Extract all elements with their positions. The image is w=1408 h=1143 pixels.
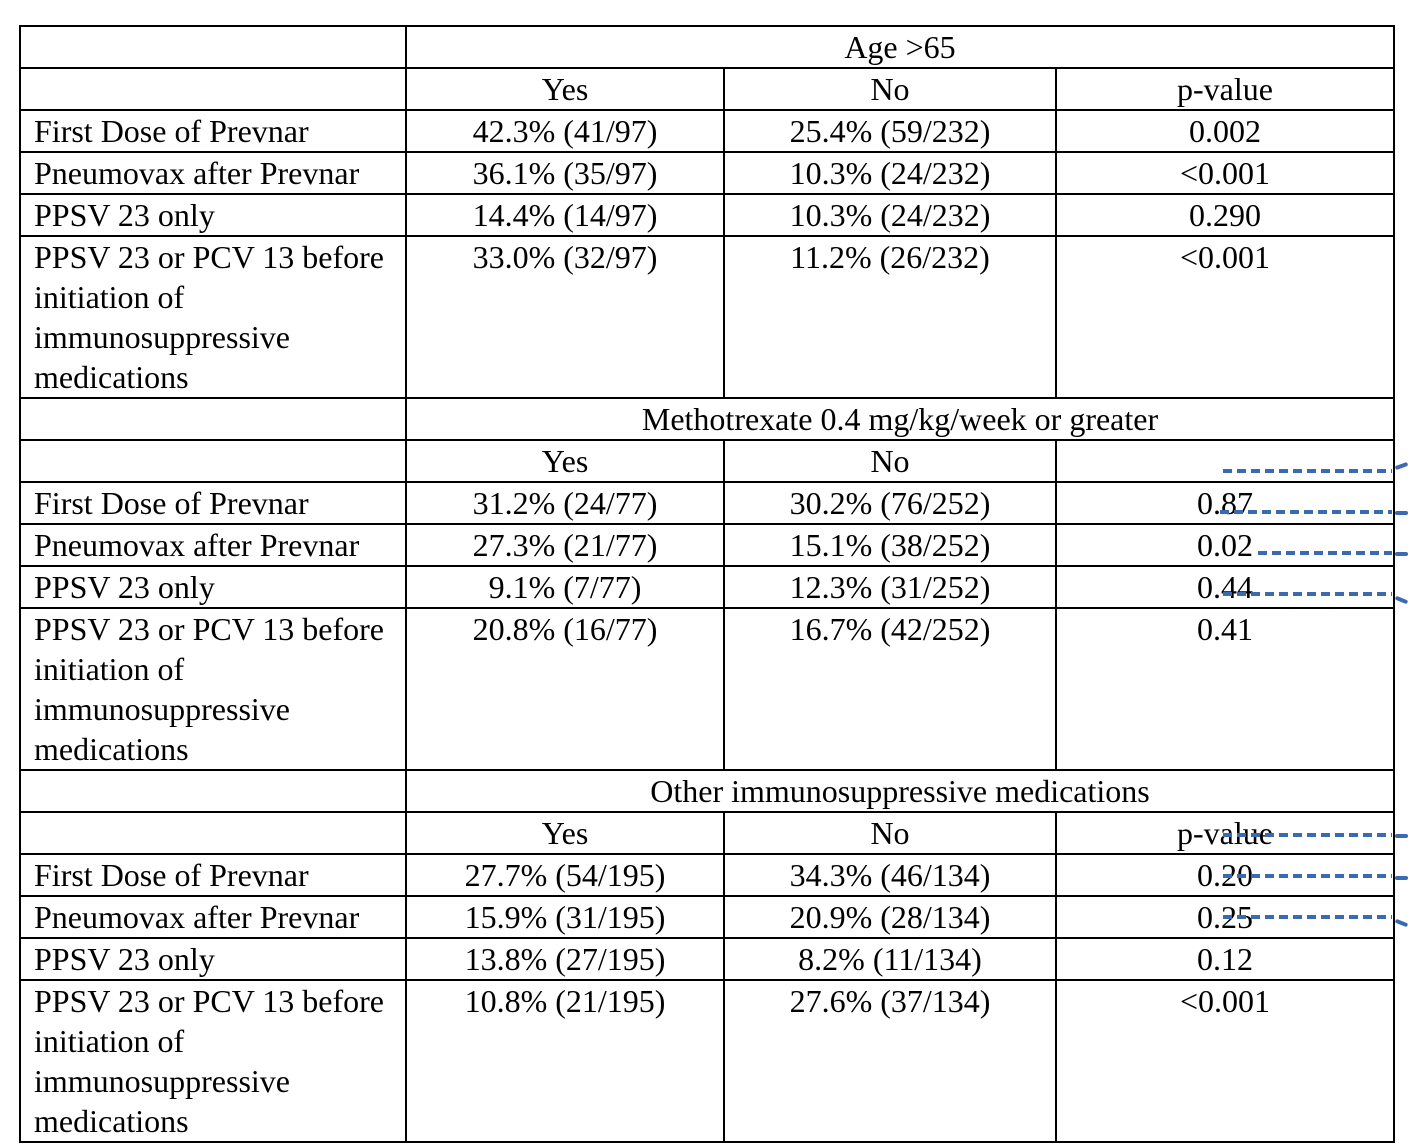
col-header-yes: Yes [405,67,725,111]
section-title-row: Other immunosuppressive medications [19,769,1395,813]
comment-leader-line [1395,552,1408,556]
row-label: Pneumovax after Prevnar [19,151,407,195]
no-value: 15.1% (38/252) [723,523,1057,567]
table-row: Pneumovax after Prevnar 36.1% (35/97) 10… [19,151,1395,195]
no-value: 16.7% (42/252) [723,607,1057,771]
section-title-row: Methotrexate 0.4 mg/kg/week or greater [19,397,1395,441]
col-header-empty [1055,439,1395,483]
table-row: First Dose of Prevnar 27.7% (54/195) 34.… [19,853,1395,897]
col-header-no: No [723,439,1057,483]
comment-leader-line [1395,511,1408,515]
comment-leader-line [1394,461,1408,471]
empty-cell [19,769,407,813]
comment-leader-line [1223,592,1392,596]
p-value: <0.001 [1055,151,1395,195]
no-value: 34.3% (46/134) [723,853,1057,897]
p-value: 0.87 [1055,481,1395,525]
row-label: PPSV 23 only [19,937,407,981]
p-value: 0.12 [1055,937,1395,981]
p-value: 0.290 [1055,193,1395,237]
col-header-no: No [723,811,1057,855]
row-label: Pneumovax after Prevnar [19,523,407,567]
no-value: 10.3% (24/232) [723,193,1057,237]
yes-value: 13.8% (27/195) [405,937,725,981]
yes-value: 9.1% (7/77) [405,565,725,609]
yes-value: 33.0% (32/97) [405,235,725,399]
yes-value: 15.9% (31/195) [405,895,725,939]
column-header-row: Yes No [19,439,1395,483]
table-row: First Dose of Prevnar 31.2% (24/77) 30.2… [19,481,1395,525]
no-value: 10.3% (24/232) [723,151,1057,195]
section-title: Age >65 [405,25,1395,69]
yes-value: 31.2% (24/77) [405,481,725,525]
comment-leader-line [1223,469,1392,473]
no-value: 30.2% (76/252) [723,481,1057,525]
no-value: 20.9% (28/134) [723,895,1057,939]
row-label: PPSV 23 only [19,565,407,609]
comment-leader-line [1223,833,1392,837]
comment-leader-line [1394,918,1408,928]
p-value: 0.02 [1055,523,1395,567]
table-row: Pneumovax after Prevnar 27.3% (21/77) 15… [19,523,1395,567]
no-value: 25.4% (59/232) [723,109,1057,153]
comment-leader-line [1220,510,1392,514]
row-label: First Dose of Prevnar [19,853,407,897]
comment-leader-line [1223,874,1392,878]
p-value: 0.44 [1055,565,1395,609]
section-title: Other immunosuppressive medications [405,769,1395,813]
column-header-row: Yes No p-value [19,811,1395,855]
col-header-yes: Yes [405,811,725,855]
empty-cell [19,67,407,111]
table-row: First Dose of Prevnar 42.3% (41/97) 25.4… [19,109,1395,153]
empty-cell [19,25,407,69]
no-value: 27.6% (37/134) [723,979,1057,1143]
row-label: First Dose of Prevnar [19,481,407,525]
yes-value: 14.4% (14/97) [405,193,725,237]
col-header-yes: Yes [405,439,725,483]
col-header-pvalue: p-value [1055,67,1395,111]
yes-value: 36.1% (35/97) [405,151,725,195]
table-row: Pneumovax after Prevnar 15.9% (31/195) 2… [19,895,1395,939]
row-label: PPSV 23 or PCV 13 before initiation of i… [19,979,407,1143]
comment-leader-line [1395,834,1408,838]
row-label: Pneumovax after Prevnar [19,895,407,939]
yes-value: 10.8% (21/195) [405,979,725,1143]
p-value: 0.002 [1055,109,1395,153]
comment-leader-line [1223,915,1392,919]
yes-value: 20.8% (16/77) [405,607,725,771]
table-row: PPSV 23 only 9.1% (7/77) 12.3% (31/252) … [19,565,1395,609]
yes-value: 27.3% (21/77) [405,523,725,567]
col-header-no: No [723,67,1057,111]
empty-cell [19,439,407,483]
p-value: 0.41 [1055,607,1395,771]
yes-value: 27.7% (54/195) [405,853,725,897]
table-row: PPSV 23 or PCV 13 before initiation of i… [19,607,1395,771]
row-label: PPSV 23 or PCV 13 before initiation of i… [19,607,407,771]
yes-value: 42.3% (41/97) [405,109,725,153]
table-row: PPSV 23 only 13.8% (27/195) 8.2% (11/134… [19,937,1395,981]
comment-leader-line [1394,595,1408,605]
table-row: PPSV 23 or PCV 13 before initiation of i… [19,979,1395,1143]
no-value: 8.2% (11/134) [723,937,1057,981]
vaccination-statistics-table: Age >65 Yes No p-value First Dose of Pre… [19,25,1395,1143]
comment-leader-line [1258,551,1392,555]
no-value: 12.3% (31/252) [723,565,1057,609]
empty-cell [19,811,407,855]
table-row: PPSV 23 only 14.4% (14/97) 10.3% (24/232… [19,193,1395,237]
row-label: PPSV 23 or PCV 13 before initiation of i… [19,235,407,399]
row-label: PPSV 23 only [19,193,407,237]
row-label: First Dose of Prevnar [19,109,407,153]
p-value: <0.001 [1055,979,1395,1143]
no-value: 11.2% (26/232) [723,235,1057,399]
p-value: <0.001 [1055,235,1395,399]
column-header-row: Yes No p-value [19,67,1395,111]
empty-cell [19,397,407,441]
section-title: Methotrexate 0.4 mg/kg/week or greater [405,397,1395,441]
table-row: PPSV 23 or PCV 13 before initiation of i… [19,235,1395,399]
section-title-row: Age >65 [19,25,1395,69]
comment-leader-line [1395,876,1408,880]
